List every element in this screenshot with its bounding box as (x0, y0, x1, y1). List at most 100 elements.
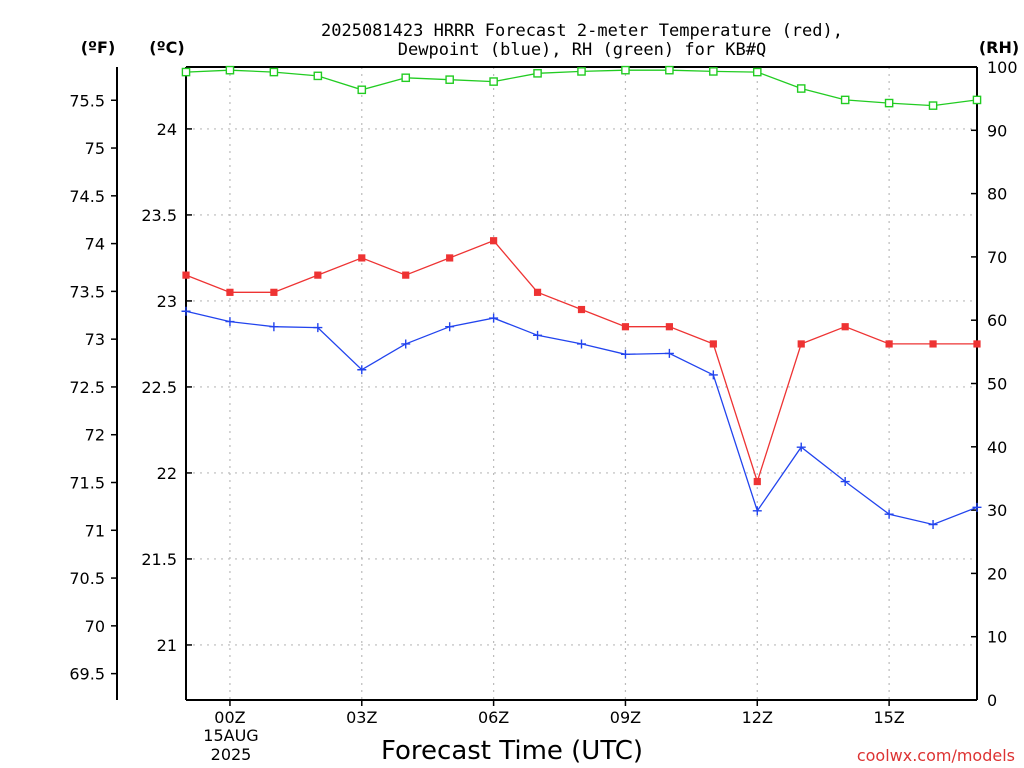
date-label-day: 15AUG (203, 726, 258, 745)
rh-tick-label: 100 (987, 58, 1018, 77)
dewpoint-point (884, 509, 894, 519)
dewpoint-point (972, 502, 982, 512)
dewpoint-point (708, 370, 718, 380)
dewpoint-point (269, 322, 279, 332)
temperature-point (270, 288, 278, 296)
relative-humidity-point (840, 95, 850, 105)
celsius-tick-label: 23 (157, 292, 177, 311)
relative-humidity-point (884, 98, 894, 108)
temperature-point (709, 340, 717, 348)
temperature-point (797, 340, 805, 348)
x-tick-label: 12Z (742, 708, 773, 727)
dewpoint-point (313, 323, 323, 333)
relative-humidity-point (752, 67, 762, 77)
relative-humidity-point (401, 73, 411, 83)
temperature-point (885, 340, 893, 348)
x-tick-label: 15Z (873, 708, 904, 727)
relative-humidity-point (709, 67, 718, 76)
temperature-point (929, 340, 937, 348)
temperature-point (314, 271, 322, 279)
relative-humidity-point (313, 71, 323, 81)
relative-humidity-point (577, 67, 586, 76)
fahrenheit-tick-label: 70 (85, 617, 105, 636)
temperature-point (533, 288, 542, 296)
fahrenheit-tick-label: 75.5 (69, 91, 105, 110)
dewpoint-point (489, 313, 499, 323)
fahrenheit-tick-label: 75 (85, 139, 105, 158)
x-axis-label: Forecast Time (UTC) (381, 736, 643, 766)
celsius-tick-label: 24 (157, 120, 177, 139)
dewpoint-point (401, 339, 411, 349)
temperature-point (665, 323, 673, 331)
chart-title-line1: 2025081423 HRRR Forecast 2-meter Tempera… (321, 21, 843, 41)
credit-link[interactable]: coolwx.com/models (857, 746, 1015, 765)
rh-tick-label: 50 (987, 375, 1007, 394)
x-tick-label: 03Z (346, 708, 377, 727)
chart-title-line2: Dewpoint (blue), RH (green) for KB#Q (398, 40, 766, 60)
temperature-point (446, 254, 454, 262)
temperature-point (490, 237, 498, 245)
relative-humidity-point (972, 95, 982, 105)
fahrenheit-tick-label: 73.5 (69, 282, 105, 301)
gridlines (186, 67, 977, 700)
relative-humidity-point (489, 77, 498, 86)
temperature-point (621, 323, 630, 331)
temperature-line (185, 239, 977, 484)
relative-humidity-series (181, 65, 982, 110)
fahrenheit-tick-label: 69.5 (69, 665, 105, 684)
rh-tick-label: 20 (987, 564, 1007, 583)
x-tick-label: 09Z (610, 708, 641, 727)
fahrenheit-tick-label: 74 (85, 235, 105, 254)
temperature-point (841, 323, 849, 331)
dewpoint-point (664, 348, 674, 358)
celsius-unit-label: (ºC) (149, 38, 184, 57)
x-tick-label: 06Z (478, 708, 509, 727)
celsius-tick-label: 22 (157, 464, 177, 483)
celsius-tick-label: 22.5 (141, 378, 177, 397)
celsius-tick-label: 23.5 (141, 206, 177, 225)
relative-humidity-point (621, 65, 630, 75)
dewpoint-point (796, 442, 806, 452)
dewpoint-point (225, 317, 235, 327)
temperature-point (358, 254, 366, 262)
temperature-point (182, 271, 190, 279)
data-series (181, 65, 982, 530)
dewpoint-point (928, 520, 938, 530)
dewpoint-point (357, 365, 367, 375)
fahrenheit-unit-label: (ºF) (81, 38, 116, 57)
rh-tick-label: 10 (987, 628, 1007, 647)
temperature-point (753, 477, 761, 486)
rh-tick-label: 0 (987, 691, 997, 710)
relative-humidity-point (445, 75, 454, 84)
rh-tick-label: 80 (987, 185, 1007, 204)
dewpoint-point (445, 322, 455, 332)
temperature-point (973, 340, 981, 348)
rh-tick-label: 40 (987, 438, 1007, 457)
fahrenheit-tick-label: 70.5 (69, 569, 105, 588)
rh-tick-label: 30 (987, 501, 1007, 520)
fahrenheit-tick-label: 71.5 (69, 474, 105, 493)
relative-humidity-point (181, 67, 191, 77)
rh-tick-label: 70 (987, 248, 1007, 267)
relative-humidity-point (796, 84, 806, 93)
fahrenheit-tick-label: 72 (85, 426, 105, 445)
rh-unit-label: (RH) (979, 38, 1019, 57)
fahrenheit-tick-label: 73 (85, 330, 105, 349)
temperature-point (402, 271, 410, 279)
dewpoint-point (620, 349, 630, 359)
date-label-year: 2025 (211, 745, 252, 764)
celsius-tick-label: 21 (157, 636, 177, 655)
temperature-point (577, 305, 586, 314)
fahrenheit-tick-label: 72.5 (69, 378, 105, 397)
dewpoint-point (752, 506, 762, 516)
dewpoint-point (533, 330, 543, 340)
dewpoint-point (181, 306, 191, 316)
temperature-point (226, 288, 234, 296)
axes: 00Z 03Z 06Z 09Z 12Z 15Z 21 21.5 22 22.5 23 23.5 24 69… (69, 58, 1017, 727)
x-tick-label: 00Z (214, 708, 245, 727)
relative-humidity-point (225, 65, 235, 75)
relative-humidity-point (928, 101, 938, 110)
relative-humidity-point (269, 67, 279, 77)
fahrenheit-tick-label: 71 (85, 521, 105, 540)
